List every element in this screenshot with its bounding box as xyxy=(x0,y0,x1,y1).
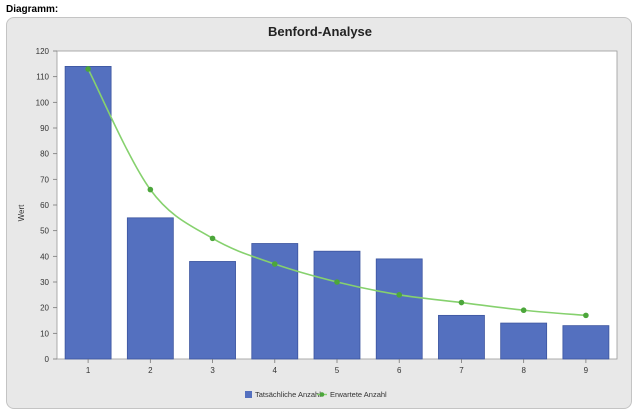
bar-actual-5 xyxy=(313,250,361,360)
bar-actual-3 xyxy=(189,261,236,360)
y-tick-label: 20 xyxy=(40,304,49,313)
y-tick-label: 70 xyxy=(40,175,49,184)
x-tick-label: 3 xyxy=(210,366,215,375)
x-tick-label: 4 xyxy=(273,366,278,375)
y-tick-label: 30 xyxy=(40,278,49,287)
legend-marker-swatch xyxy=(319,392,325,397)
x-tick-label: 7 xyxy=(459,366,464,375)
point-expected-5 xyxy=(334,279,340,285)
point-expected-1 xyxy=(85,66,91,72)
bar-actual-4 xyxy=(251,243,299,360)
point-expected-6 xyxy=(396,292,403,298)
y-tick-label: 110 xyxy=(36,73,49,82)
y-tick-label: 50 xyxy=(40,227,49,236)
y-axis-label: Wert xyxy=(17,204,26,222)
y-tick-label: 80 xyxy=(40,150,49,159)
bar-actual-1 xyxy=(64,66,112,360)
bar-actual-6 xyxy=(375,258,423,360)
bar-actual-8 xyxy=(500,322,548,360)
point-expected-2 xyxy=(147,186,154,193)
y-tick-label: 100 xyxy=(36,98,50,107)
point-expected-4 xyxy=(271,261,278,267)
y-tick-label: 60 xyxy=(40,201,49,210)
x-tick-label: 5 xyxy=(335,366,340,375)
legend-label-actual: Tatsächliche Anzahl xyxy=(255,390,321,399)
point-expected-9 xyxy=(583,312,589,319)
section-label: Diagramm: xyxy=(6,4,59,15)
point-expected-7 xyxy=(458,299,465,306)
x-tick-label: 2 xyxy=(148,366,153,375)
point-expected-8 xyxy=(520,307,527,314)
y-tick-label: 10 xyxy=(40,329,49,338)
legend-bar-swatch xyxy=(245,391,252,398)
x-tick-label: 6 xyxy=(397,366,402,375)
y-tick-label: 40 xyxy=(40,252,49,261)
y-tick-label: 90 xyxy=(40,124,49,133)
benford-chart: 0 10 20 30 40 50 60 70 80 90 100 110 120 1 2 3 4 5 6 7 8 9 W… xyxy=(17,47,618,399)
bar-actual-7 xyxy=(438,314,485,360)
point-expected-3 xyxy=(209,235,216,242)
x-tick-label: 8 xyxy=(521,366,526,375)
chart-title: Benford-Analyse xyxy=(267,24,373,39)
x-tick-label: 1 xyxy=(86,366,91,375)
bar-actual-2 xyxy=(126,217,174,360)
y-tick-label: 120 xyxy=(36,47,50,56)
chart-panel: Benford-Analyse 0 10 20 30 40 50 60 70 80 90 100 11… xyxy=(6,17,632,409)
y-tick-label: 0 xyxy=(45,355,50,364)
legend-label-expected: Erwartete Anzahl xyxy=(330,390,387,399)
bar-actual-9 xyxy=(562,325,610,360)
x-tick-label: 9 xyxy=(584,366,589,375)
